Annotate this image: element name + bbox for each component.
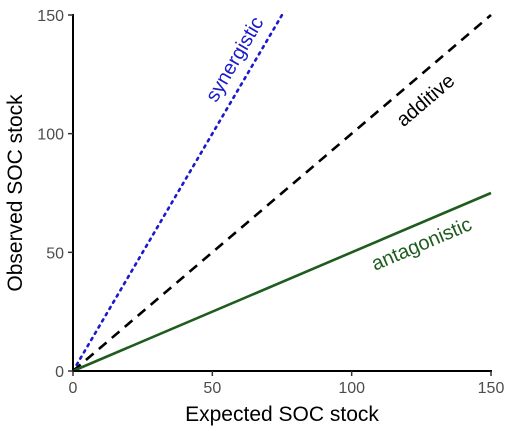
x-tick-label: 100 xyxy=(338,380,365,397)
x-tick-label: 50 xyxy=(203,380,221,397)
y-axis-title: Observed SOC stock xyxy=(4,94,27,292)
line-synergistic xyxy=(71,13,284,373)
y-tick-label: 100 xyxy=(37,127,64,144)
ticks: 0 50 100 150 0 50 100 150 xyxy=(37,8,504,397)
x-axis-title: Expected SOC stock xyxy=(185,403,379,426)
y-tick-label: 150 xyxy=(37,8,64,25)
x-tick-label: 0 xyxy=(69,380,78,397)
line-antagonistic xyxy=(72,191,492,373)
series-lines xyxy=(71,13,492,373)
x-tick-label: 150 xyxy=(478,380,505,397)
line-additive xyxy=(72,14,492,372)
y-tick-label: 0 xyxy=(55,364,64,381)
y-tick-label: 50 xyxy=(46,245,64,262)
label-synergistic: synergistic xyxy=(202,13,269,106)
label-additive: additive xyxy=(392,70,459,131)
axes xyxy=(72,14,492,372)
